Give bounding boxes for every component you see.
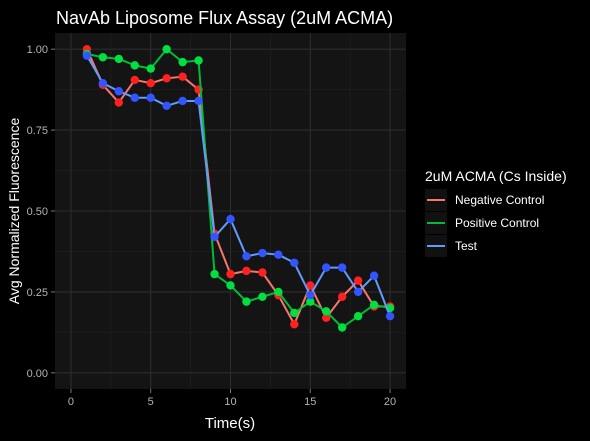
data-point [114,54,124,64]
y-tick-label: 0.00 [27,368,48,380]
y-tick-label: 0.50 [27,206,48,218]
data-point [306,297,315,306]
data-point [162,101,171,111]
chart-title: NavAb Liposome Flux Assay (2uM ACMA) [56,8,393,28]
data-point [146,78,155,88]
data-point [258,268,267,277]
data-point [178,96,187,106]
x-tick-label: 20 [384,396,396,408]
data-point [353,287,363,297]
data-point [226,281,235,290]
data-point [226,214,235,224]
data-point [178,57,187,67]
data-point [258,248,267,258]
data-point [322,307,331,316]
legend-item: Test [425,235,478,257]
x-tick-label: 15 [304,396,316,408]
legend-label: Test [455,239,478,253]
data-point [337,323,347,332]
series-positive-control [82,44,395,332]
data-point [162,44,171,54]
data-point [385,311,395,321]
data-point [353,311,363,321]
legend-label: Negative Control [455,193,544,207]
data-point [369,300,379,310]
data-point [322,263,331,272]
data-point [337,292,347,301]
data-point [210,269,219,279]
x-tick-label: 0 [68,396,74,408]
data-point [130,93,139,102]
data-point [290,320,299,329]
data-point [130,75,139,85]
legend-title: 2uM ACMA (Cs Inside) [425,168,567,184]
data-point [114,87,124,96]
x-tick-label: 10 [224,396,236,408]
data-point [290,308,299,318]
data-point [290,258,299,267]
legend-label: Positive Control [455,216,539,230]
data-point [114,98,124,107]
data-point [322,313,331,322]
y-tick-label: 0.75 [27,125,48,137]
data-point [242,252,251,261]
data-point [274,250,283,259]
legend-item: Negative Control [425,189,544,211]
data-point [369,271,379,280]
data-point [98,78,108,88]
legend-item: Positive Control [425,212,539,234]
data-point [306,290,315,300]
data-point [274,287,283,297]
legend: 2uM ACMA (Cs Inside) Negative Control Pos… [425,168,567,257]
data-point [353,276,363,285]
series-negative-control [82,44,395,329]
data-point [242,266,251,276]
series-test [82,51,395,321]
data-point [226,269,235,279]
y-tick-label: 1.00 [27,44,48,56]
data-point [130,61,139,70]
data-point [210,232,219,242]
data-point [82,51,92,60]
data-point [194,96,203,106]
data-point [178,72,187,81]
x-tick-label: 5 [148,396,154,408]
y-axis-label: Avg Normalized Fluorescence [6,118,22,305]
data-point [146,93,155,102]
data-point [337,263,347,272]
data-point [258,292,267,301]
data-point [146,64,155,73]
data-point [306,281,315,290]
data-point [98,53,108,62]
y-tick-label: 0.25 [27,287,48,299]
data-point [194,56,203,65]
x-axis-label: Time(s) [205,415,255,432]
data-point [242,297,251,306]
data-point [162,74,171,83]
